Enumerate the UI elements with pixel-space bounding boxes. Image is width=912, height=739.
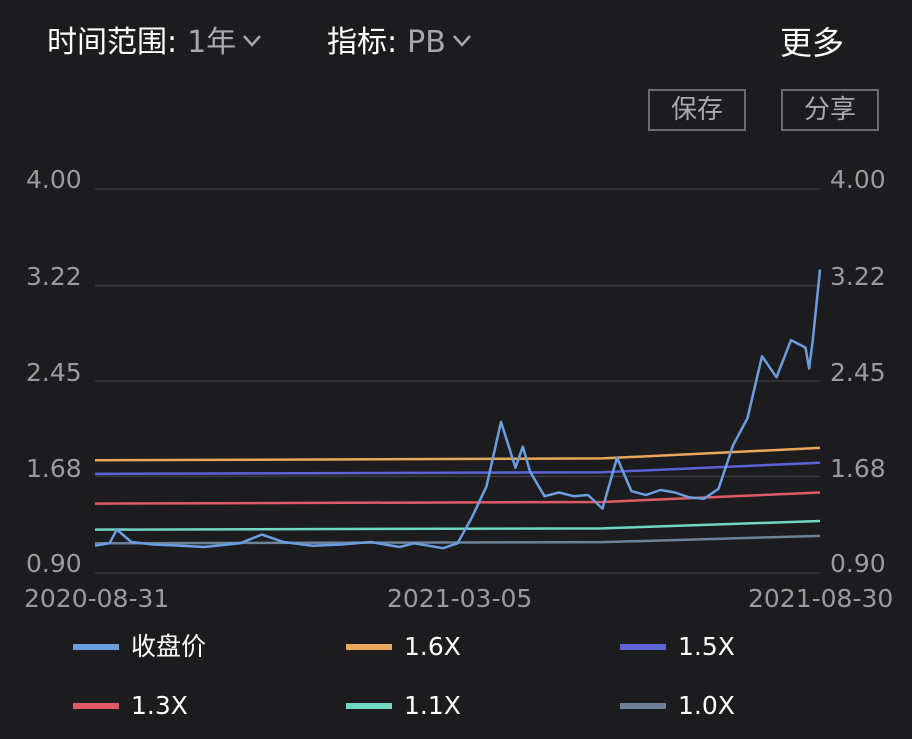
y-tick-right: 1.68	[830, 454, 886, 483]
chevron-down-icon[interactable]	[242, 30, 262, 50]
indicator-value[interactable]: PB	[407, 25, 446, 60]
legend-item-1-1x[interactable]: 1.1X	[346, 691, 461, 721]
y-tick-right: 2.45	[830, 358, 886, 387]
legend-item-1-3x[interactable]: 1.3X	[73, 691, 188, 721]
indicator-label: 指标:	[327, 25, 398, 60]
indicator-selector[interactable]: 指标: PB	[327, 20, 472, 66]
y-tick-right: 4.00	[830, 165, 886, 194]
legend-label: 1.1X	[404, 691, 461, 720]
legend-swatch-icon	[73, 644, 119, 650]
y-tick-left: 1.68	[26, 454, 82, 483]
y-tick-left: 2.45	[26, 358, 82, 387]
legend-item-1-0x[interactable]: 1.0X	[620, 691, 735, 721]
time-range-label: 时间范围:	[47, 25, 178, 60]
close-price-line	[94, 269, 822, 550]
y-tick-right: 0.90	[830, 549, 886, 578]
legend-swatch-icon	[620, 703, 666, 709]
legend-label: 1.5X	[678, 632, 735, 661]
time-range-value[interactable]: 1年	[187, 25, 237, 60]
y-tick-left: 4.00	[26, 165, 82, 194]
pb-band-lines	[94, 446, 821, 545]
y-tick-right: 3.22	[830, 262, 886, 291]
more-button[interactable]: 更多	[779, 24, 844, 62]
y-tick-left: 0.90	[26, 549, 82, 578]
share-button[interactable]: 分享	[781, 89, 879, 131]
pb-chart	[94, 188, 822, 574]
legend-label: 1.0X	[678, 691, 735, 720]
legend-swatch-icon	[346, 644, 392, 650]
top-bar: 时间范围: 1年 指标: PB 更多	[0, 20, 912, 70]
x-tick: 2021-08-30	[748, 584, 894, 613]
grid-lines	[95, 188, 820, 574]
x-tick: 2021-03-05	[387, 584, 533, 613]
y-tick-left: 3.22	[26, 262, 82, 291]
legend-label: 收盘价	[131, 632, 207, 661]
legend-swatch-icon	[73, 703, 119, 709]
legend-label: 1.6X	[404, 632, 461, 661]
time-range-selector[interactable]: 时间范围: 1年	[47, 20, 262, 66]
x-tick: 2020-08-31	[24, 584, 170, 613]
legend-item-1-6x[interactable]: 1.6X	[346, 632, 461, 662]
legend-item-close-price[interactable]: 收盘价	[73, 632, 206, 662]
chevron-down-icon[interactable]	[452, 30, 472, 50]
legend-swatch-icon	[620, 644, 666, 650]
legend-label: 1.3X	[131, 691, 188, 720]
legend-swatch-icon	[346, 703, 392, 709]
legend-item-1-5x[interactable]: 1.5X	[620, 632, 735, 662]
save-button[interactable]: 保存	[648, 89, 746, 131]
